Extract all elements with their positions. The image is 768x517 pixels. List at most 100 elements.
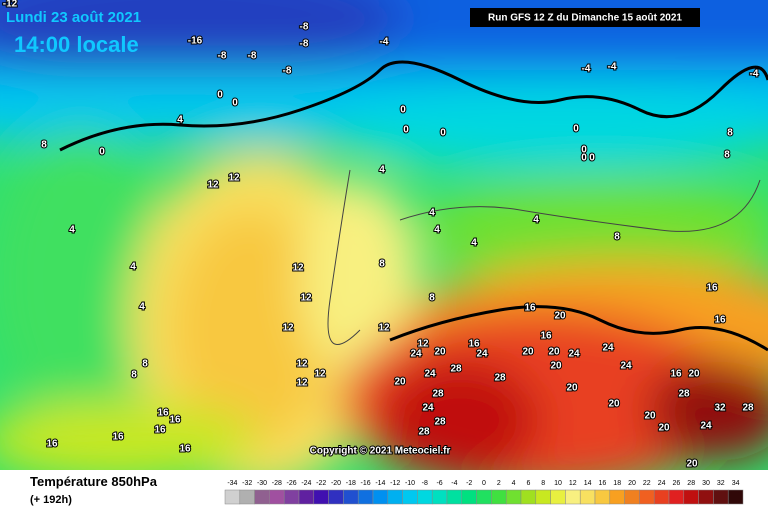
scale-swatch	[594, 489, 611, 505]
scale-tick-label: -26	[287, 480, 297, 487]
contour-label: 16	[157, 408, 169, 419]
scale-swatch	[609, 489, 625, 505]
scale-tick-label: 12	[569, 480, 577, 487]
contour-label: 4	[379, 165, 385, 176]
scale-tick-label: 32	[717, 480, 725, 487]
scale-tick-label: -14	[375, 480, 385, 487]
contour-label: 32	[714, 403, 726, 414]
contour-label: 16	[169, 415, 181, 426]
scale-tick-label: -28	[272, 480, 282, 487]
map	[0, 0, 768, 470]
contour-label: -8	[248, 51, 257, 62]
scale-swatch	[683, 489, 699, 505]
contour-label: -8	[283, 66, 292, 77]
scale-tick-label: -30	[257, 480, 267, 487]
contour-label: 4	[130, 262, 136, 273]
scale-swatch	[639, 489, 655, 505]
scale-swatch	[713, 489, 729, 505]
contour-label: 28	[418, 427, 430, 438]
scale-swatch	[313, 489, 329, 505]
contour-label: 16	[714, 315, 726, 326]
scale-swatch	[328, 489, 344, 505]
scale-swatch	[298, 489, 315, 505]
scale-swatch	[343, 489, 359, 505]
contour-label: 12	[300, 293, 312, 304]
contour-label: 20	[566, 383, 578, 394]
contour-label: -4	[582, 64, 591, 75]
contour-label: 8	[142, 359, 148, 370]
contour-label: 0	[573, 124, 579, 135]
contour-label: 4	[139, 302, 145, 313]
contour-label: 4	[434, 225, 440, 236]
contour-label: 8	[41, 140, 47, 151]
scale-tick-label: -20	[331, 480, 341, 487]
contour-label: 24	[568, 349, 580, 360]
contour-label: 24	[476, 349, 488, 360]
scale-tick-label: -10	[405, 480, 415, 487]
contour-label: 0	[581, 145, 587, 156]
contour-label: 24	[422, 403, 434, 414]
contour-label: 28	[450, 364, 462, 375]
scale-tick-label: 16	[599, 480, 607, 487]
scale-swatch	[550, 489, 566, 505]
scale-swatch	[254, 489, 270, 505]
contour-label: 16	[670, 369, 682, 380]
scale-tick-label: 22	[643, 480, 651, 487]
scale-tick-label: 8	[541, 480, 545, 487]
contour-label: 28	[434, 417, 446, 428]
scale-swatch	[491, 489, 507, 505]
contour-label: -4	[750, 69, 759, 80]
scale-tick-label: -18	[346, 480, 356, 487]
scale-tick-label: -2	[466, 480, 472, 487]
contour-label: 4	[429, 208, 435, 219]
scale-swatch	[402, 489, 418, 505]
contour-label: 0	[99, 147, 105, 158]
scale-swatch	[446, 489, 463, 505]
contour-label: 24	[424, 369, 436, 380]
scale-swatch	[579, 489, 596, 505]
contour-label: 12	[207, 180, 219, 191]
scale-swatch	[698, 489, 714, 505]
scale-swatch	[387, 489, 403, 505]
contour-label: 8	[614, 232, 620, 243]
contour-label: 20	[554, 311, 566, 322]
scale-tick-label: -16	[361, 480, 371, 487]
footer-subtitle: (+ 192h)	[30, 494, 72, 506]
contour-label: -8	[300, 22, 309, 33]
scale-tick-label: -8	[422, 480, 428, 487]
contour-label: 20	[522, 347, 534, 358]
contour-label: 0	[232, 98, 238, 109]
scale-tick-label: 24	[658, 480, 666, 487]
contour-label: -8	[300, 39, 309, 50]
contour-label: 8	[429, 293, 435, 304]
contour-label: 20	[608, 399, 620, 410]
contour-label: 0	[217, 90, 223, 101]
scale-swatch	[535, 489, 551, 505]
contour-label: 16	[524, 303, 536, 314]
contour-label: 28	[742, 403, 754, 414]
scale-tick-label: 28	[687, 480, 695, 487]
contour-label: 8	[131, 370, 137, 381]
contour-label: 20	[394, 377, 406, 388]
contour-label: 12	[292, 263, 304, 274]
scale-swatch	[417, 489, 433, 505]
scale-swatch	[653, 489, 670, 505]
contour-label: 28	[494, 373, 506, 384]
scale-swatch	[727, 489, 744, 505]
contour-label: 20	[658, 423, 670, 434]
scale-tick-label: 6	[526, 480, 530, 487]
contour-label: 20	[688, 369, 700, 380]
contour-label: 16	[706, 283, 718, 294]
contour-label: -8	[218, 51, 227, 62]
scale-swatch	[431, 489, 448, 505]
scale-swatch	[269, 489, 285, 505]
contour-label: 20	[550, 361, 562, 372]
run-box	[470, 8, 700, 27]
scale-tick-label: 30	[702, 480, 710, 487]
scale-tick-label: 10	[554, 480, 562, 487]
contour-label: 0	[403, 125, 409, 136]
contour-label: 16	[468, 339, 480, 350]
contour-label: 20	[548, 347, 560, 358]
contour-label: 16	[540, 331, 552, 342]
